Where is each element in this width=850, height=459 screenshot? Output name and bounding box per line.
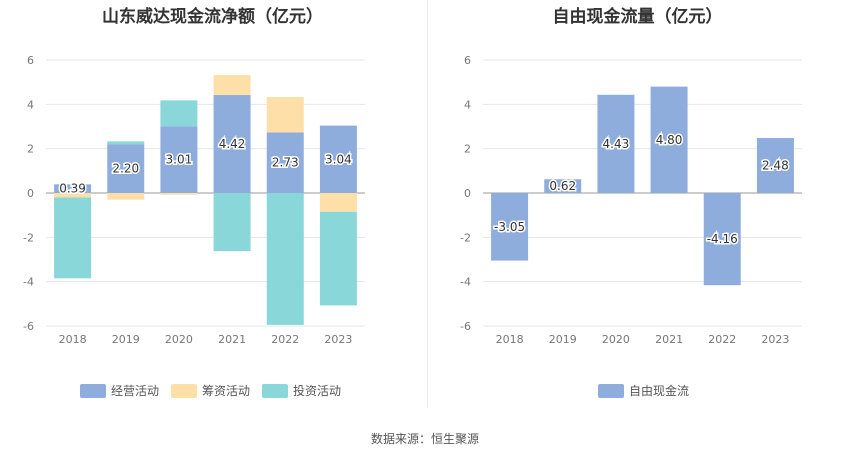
left-x-tick-label: 2022 — [271, 333, 299, 346]
right-bar-s0 — [544, 179, 582, 193]
legend-label-operating: 经营活动 — [111, 384, 160, 398]
left-bar-s2 — [266, 193, 304, 325]
free-cash-flow-chart: 6 4 2 0 -2 -4 -6 2018 2019 2020 2021 2022 2023 -3.05 0… — [460, 54, 802, 346]
right-x-tick-label: 2021 — [655, 333, 683, 346]
legend-item-operating[interactable]: 经营活动 — [80, 382, 159, 399]
right-data-label: 4.80 — [656, 133, 683, 147]
right-bar-s0 — [597, 94, 635, 193]
left-bar-s0 — [266, 132, 304, 193]
left-data-label: 2.20 — [112, 162, 139, 176]
right-x-tick-label: 2018 — [496, 333, 524, 346]
left-y-tick-label: -6 — [23, 320, 34, 333]
left-bar-s1 — [266, 97, 304, 133]
left-data-label: 0.39 — [59, 182, 86, 196]
left-x-tick-label: 2021 — [218, 333, 246, 346]
right-y-tick-label: 0 — [464, 187, 471, 200]
left-y-tick-label: -4 — [23, 276, 34, 289]
right-data-label: -4.16 — [707, 232, 738, 246]
right-data-label: 4.43 — [603, 137, 630, 151]
right-bar-s0 — [650, 86, 688, 193]
legend-item-investing[interactable]: 投资活动 — [262, 382, 341, 399]
left-data-label: 3.04 — [325, 152, 352, 166]
left-bar-s1 — [160, 193, 198, 195]
left-y-tick-label: 4 — [27, 98, 34, 111]
right-data-label: 2.48 — [762, 159, 789, 173]
left-y-tick-label: 6 — [27, 54, 34, 67]
legend-label-investing: 投资活动 — [293, 384, 342, 398]
right-x-tick-label: 2019 — [549, 333, 577, 346]
right-chart-title: 自由现金流量（亿元） — [552, 7, 723, 27]
right-y-tick-label: 4 — [464, 98, 471, 111]
left-bar-s0 — [319, 125, 357, 193]
right-bar-s0 — [756, 138, 794, 193]
right-x-tick-label: 2020 — [602, 333, 630, 346]
left-x-tick-label: 2020 — [165, 333, 193, 346]
right-bar-s0 — [491, 193, 529, 261]
right-y-tick-label: -4 — [460, 276, 471, 289]
legend-label-financing: 筹资活动 — [202, 384, 251, 398]
right-x-tick-label: 2022 — [708, 333, 736, 346]
legend-item-free-cash-flow[interactable]: 自由现金流 — [598, 382, 689, 399]
legend-swatch-financing — [171, 383, 198, 398]
right-y-tick-label: -2 — [460, 231, 471, 244]
chart-divider — [427, 0, 428, 408]
left-y-tick-label: -2 — [23, 231, 34, 244]
left-legend: 经营活动 筹资活动 投资活动 — [80, 382, 341, 399]
left-bar-s2 — [213, 193, 251, 252]
legend-swatch-operating — [80, 383, 106, 398]
cash-flow-chart: 6 4 2 0 -2 -4 -6 2018 2019 2020 2021 2022 2023 0.39 2.… — [23, 54, 365, 346]
left-bar-s0 — [54, 184, 92, 193]
legend-item-financing[interactable]: 筹资活动 — [171, 382, 250, 399]
left-bar-s0 — [107, 144, 145, 193]
legend-swatch-investing — [262, 383, 289, 398]
left-bar-s2 — [54, 197, 92, 279]
left-bar-s0 — [213, 95, 251, 193]
left-data-label: 3.01 — [166, 153, 193, 167]
left-x-tick-label: 2019 — [112, 333, 140, 346]
right-y-tick-label: 2 — [464, 143, 471, 156]
right-y-tick-label: -6 — [460, 320, 471, 333]
right-y-tick-label: 6 — [464, 54, 471, 67]
left-y-tick-label: 2 — [27, 143, 34, 156]
left-bar-s1 — [107, 193, 145, 200]
left-bar-s2 — [107, 141, 145, 145]
left-x-tick-label: 2018 — [59, 333, 87, 346]
legend-swatch-free-cash-flow — [598, 383, 624, 398]
right-legend: 自由现金流 — [598, 382, 689, 399]
left-data-label: 2.73 — [272, 156, 299, 170]
right-data-label: -3.05 — [494, 220, 525, 234]
left-bar-s0 — [160, 126, 198, 193]
left-chart-title: 山东威达现金流净额（亿元） — [102, 7, 323, 27]
legend-label-free-cash-flow: 自由现金流 — [629, 384, 690, 398]
right-bar-s0 — [703, 193, 741, 286]
left-bar-s2 — [160, 100, 198, 127]
source-note: 数据来源：恒生聚源 — [370, 432, 479, 446]
left-bar-s2 — [319, 211, 357, 306]
left-bar-s1 — [213, 75, 251, 96]
right-data-label: 0.62 — [549, 179, 576, 193]
left-y-tick-label: 0 — [27, 187, 34, 200]
left-bar-s1 — [319, 193, 357, 212]
left-data-label: 4.42 — [219, 137, 246, 151]
left-x-tick-label: 2023 — [324, 333, 352, 346]
left-bar-s1 — [54, 193, 92, 198]
right-x-tick-label: 2023 — [761, 333, 789, 346]
